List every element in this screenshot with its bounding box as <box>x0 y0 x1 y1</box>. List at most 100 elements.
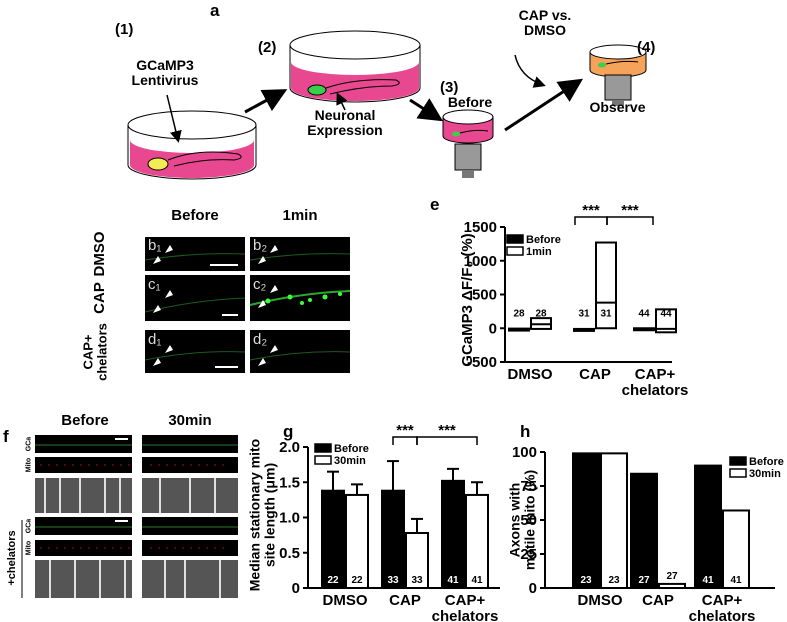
legend-label: Before <box>334 443 369 455</box>
x-tick-label: CAP+ chelators <box>688 592 756 622</box>
y-tick-label: -500 <box>467 354 497 371</box>
diagram-label: Observe <box>589 99 646 115</box>
column-label: Before <box>171 207 219 224</box>
legend-swatch <box>729 468 747 478</box>
dish-1 <box>127 110 257 180</box>
n-label: 41 <box>702 575 714 586</box>
dish-2 <box>289 30 421 103</box>
y-tick-label: 1500 <box>464 219 497 236</box>
panel-label: e <box>430 195 440 214</box>
legend-label: Before <box>749 456 784 468</box>
bar <box>345 493 369 589</box>
x-tick-label: CAP+ chelators <box>431 592 499 622</box>
step-label: (4) <box>637 39 656 56</box>
y-tick-label: 0 <box>292 580 300 597</box>
box <box>595 241 617 330</box>
legend-swatch <box>506 234 524 244</box>
diagram-label: Before <box>447 94 493 110</box>
n-label: 41 <box>471 575 483 586</box>
y-tick-label: 0 <box>529 580 537 597</box>
x-tick-label: DMSO <box>322 592 368 609</box>
channel-label: Mito <box>25 457 33 473</box>
bar <box>658 582 686 589</box>
arrows <box>166 54 584 143</box>
n-label: 28 <box>535 308 547 319</box>
n-label: 41 <box>730 575 742 586</box>
y-tick-label: 0 <box>489 320 497 337</box>
legend-label: 1min <box>526 246 552 258</box>
image-label: d₁ <box>148 331 162 348</box>
bar <box>630 472 658 590</box>
n-label: 28 <box>513 308 525 319</box>
step-label: (1) <box>115 21 134 38</box>
n-label: 44 <box>638 308 650 319</box>
bar <box>441 479 465 589</box>
y-tick-label: 2.0 <box>279 439 300 456</box>
micrographs <box>144 237 351 373</box>
significance-label: *** <box>582 202 600 219</box>
y-tick-label: 50 <box>520 512 537 529</box>
y-tick-label: 1.0 <box>279 510 300 527</box>
n-label: 31 <box>600 308 612 319</box>
legend-swatch <box>506 246 524 256</box>
box <box>655 308 677 334</box>
x-tick-label: CAP <box>579 366 611 383</box>
n-label: 33 <box>411 575 423 586</box>
y-tick-label: 1.5 <box>279 474 300 491</box>
image-label: c₂ <box>253 276 267 293</box>
significance-label: *** <box>438 422 456 439</box>
kymographs <box>21 435 238 598</box>
column-label: 30min <box>168 412 212 429</box>
n-label: 27 <box>666 571 678 582</box>
significance-label: *** <box>396 422 414 439</box>
y-axis-title: Median stationary mito site length (μm) <box>246 438 277 592</box>
row-label: +chelators <box>6 530 19 586</box>
step-label: (2) <box>258 39 277 56</box>
significance-bracket <box>416 436 478 445</box>
bar <box>572 452 600 589</box>
dish-3 <box>442 109 494 178</box>
x-tick-label: DMSO <box>507 366 553 383</box>
diagram-label: Neuronal Expression <box>307 107 383 138</box>
y-axis-title: GCaMP3 ΔF/F₀ (%) <box>459 233 477 367</box>
bar <box>694 464 722 590</box>
bar <box>321 489 345 589</box>
legend-swatch <box>314 443 332 453</box>
y-tick-label: 25 <box>520 546 537 563</box>
legend-swatch <box>314 455 332 465</box>
n-label: 31 <box>578 308 590 319</box>
image-label: d₂ <box>253 331 268 348</box>
y-tick-label: 0.5 <box>279 545 300 562</box>
n-label: 23 <box>608 575 620 586</box>
significance-bracket <box>606 216 654 225</box>
bar <box>405 532 429 590</box>
y-axis-title: Axons with motile mito (%) <box>506 469 537 571</box>
bar <box>600 452 628 589</box>
legend-swatch <box>729 456 747 466</box>
n-label: 27 <box>638 575 650 586</box>
n-label: 33 <box>387 575 399 586</box>
panel-label: g <box>283 422 294 441</box>
x-tick-label: CAP+ chelators <box>621 366 689 399</box>
x-tick-label: CAP <box>389 592 421 609</box>
x-tick-label: CAP <box>642 592 674 609</box>
n-label: 22 <box>327 575 339 586</box>
column-label: 1min <box>282 207 318 224</box>
column-label: Before <box>61 412 109 429</box>
bar <box>722 509 750 590</box>
image-label: b₂ <box>253 237 268 254</box>
y-tick-label: 500 <box>472 287 497 304</box>
channel-label: GCa <box>25 436 33 452</box>
row-label: DMSO <box>91 231 109 277</box>
y-tick-label: 75 <box>520 478 537 495</box>
n-label: 23 <box>580 575 592 586</box>
channel-label: Mito <box>25 540 33 556</box>
legend-label: 30min <box>749 468 781 480</box>
step-label: (3) <box>440 79 459 96</box>
n-label: 44 <box>660 308 672 319</box>
y-tick-label: 1000 <box>464 253 497 270</box>
channel-label: GCa <box>25 518 33 534</box>
diagram-label: CAP vs. DMSO <box>518 7 572 38</box>
